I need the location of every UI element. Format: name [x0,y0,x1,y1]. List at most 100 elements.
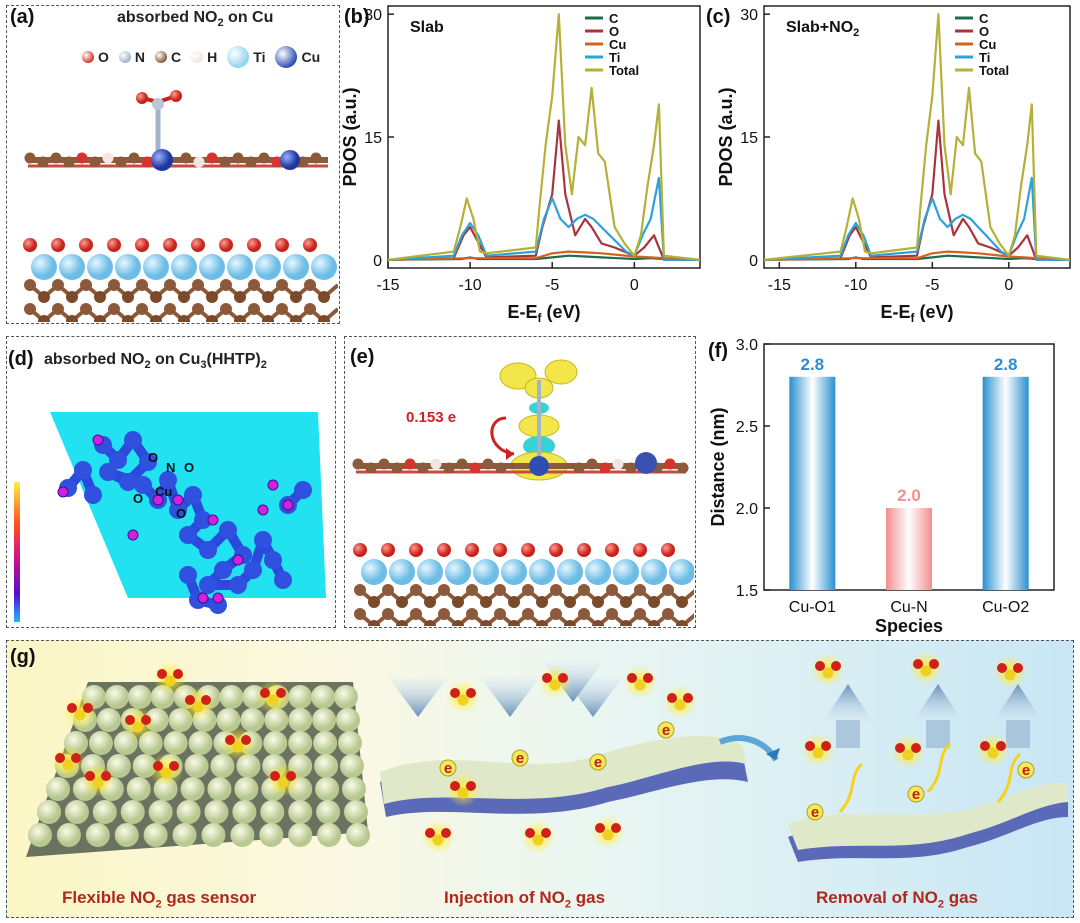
legend-label-c: C [979,11,989,26]
surface-bump [234,777,259,801]
surface-bump [314,754,339,778]
up-arrow [993,684,1043,722]
ti-atom [641,559,667,585]
up-arrow [913,684,963,722]
x-tick-label: -10 [844,277,867,294]
electron [589,753,607,771]
legend-label-o: O [979,24,989,39]
x-tick-label: 0 [1004,277,1013,294]
electron [1017,761,1035,779]
surface-bump [260,800,285,824]
x-tick-label: -15 [768,277,791,294]
o-atom [381,543,395,557]
legend-swatch-h [191,51,204,63]
o-atom [521,543,535,557]
surface-bump [37,800,61,824]
panel-d-label: (d) [8,348,34,370]
o-atom [437,543,451,557]
electron-label: e [444,760,452,777]
surface-bump [172,823,197,847]
ti-atom [199,254,225,280]
legend-swatch-ti [227,46,250,68]
legend-label-c: C [171,49,182,65]
surface-bump [334,685,358,709]
ti-atom [171,254,197,280]
ti-atom [115,254,141,280]
electron-label: e [912,786,920,803]
x-tick-label: Cu-O1 [789,599,836,616]
surface-bump [232,800,257,824]
legend-label-c: C [609,11,619,26]
atom-legend: O N C H Ti Cu [82,46,326,68]
ti-atom [31,254,57,280]
surface-bump [88,731,113,755]
o-atom [163,238,177,252]
surface-bump [219,685,244,709]
y-tick-label: 3.0 [736,337,758,354]
electron-label: e [594,754,602,771]
distance-bar-chart: 1.5 2.0 2.5 3.0 2.8 Cu-O1 2.0 Cu-N 2.8 Cu-O2 Speci… [708,337,1055,636]
surface-bump [143,823,168,847]
legend-swatch-cu [275,46,298,68]
surface-bump [96,708,121,732]
y-tick-label: 15 [364,130,382,147]
x-tick-label: -5 [925,277,939,294]
bar-cu-o2 [982,376,1029,590]
surface-bump [188,731,213,755]
series-line-total [763,13,1071,261]
surface-bump [312,708,337,732]
panel-e-label: (e) [350,346,375,368]
surface-bump [120,800,145,824]
surface-bump [114,823,139,847]
y-tick-label: 0 [749,253,758,270]
o-atom [107,238,121,252]
caption-removal: Removal of NO2 gas [816,888,979,911]
ti-atom [361,559,387,585]
bar-value-label: 2.0 [897,486,921,505]
ti-atom [445,559,471,585]
o-atom [353,543,367,557]
y-axis-label: PDOS (a.u.) [340,87,360,186]
electron [439,759,457,777]
bar-value-label: 2.8 [801,355,825,374]
x-tick-label: 0 [630,277,639,294]
surface-bump [176,800,201,824]
surface-bump [338,731,362,755]
series-line-o [763,119,1070,261]
plot-frame [387,5,701,269]
surface-bump [311,685,336,709]
surface-bump [184,754,209,778]
y-tick-label: 0 [373,253,382,270]
surface-bump [163,731,188,755]
ti-atom [557,559,583,585]
y-tick-label: 2.0 [736,501,758,518]
electron-label: e [811,804,819,821]
legend-label-cu: Cu [301,49,321,65]
atom-label: O [148,450,158,465]
surface-bump [313,731,338,755]
x-axis-label: E-Ef (eV) [880,302,953,325]
y-tick-label: 30 [364,7,382,24]
electron-path-arrow [996,752,1022,804]
o-atom [465,543,479,557]
surface-bump [148,800,173,824]
atom-label: O [184,460,194,475]
series-line-o [387,119,700,261]
bar-cu-o1 [789,376,836,590]
o-atom [409,543,423,557]
surface-bump [317,823,342,847]
surface-bump [259,823,284,847]
x-tick-label: Cu-O2 [982,599,1029,616]
x-axis-label: Species [875,616,943,636]
panel-a-frame [6,5,340,324]
surface-bump [210,754,235,778]
down-arrow [480,677,540,717]
panel-a-title: absorbed NO2 on Cu [117,9,274,30]
chart-title: Slab+NO2 [786,19,859,39]
o-atom [51,238,65,252]
panel-d-frame [6,336,336,628]
ti-atom [311,254,337,280]
o-atom [275,238,289,252]
surface-bump [346,823,370,847]
surface-bump [344,800,368,824]
